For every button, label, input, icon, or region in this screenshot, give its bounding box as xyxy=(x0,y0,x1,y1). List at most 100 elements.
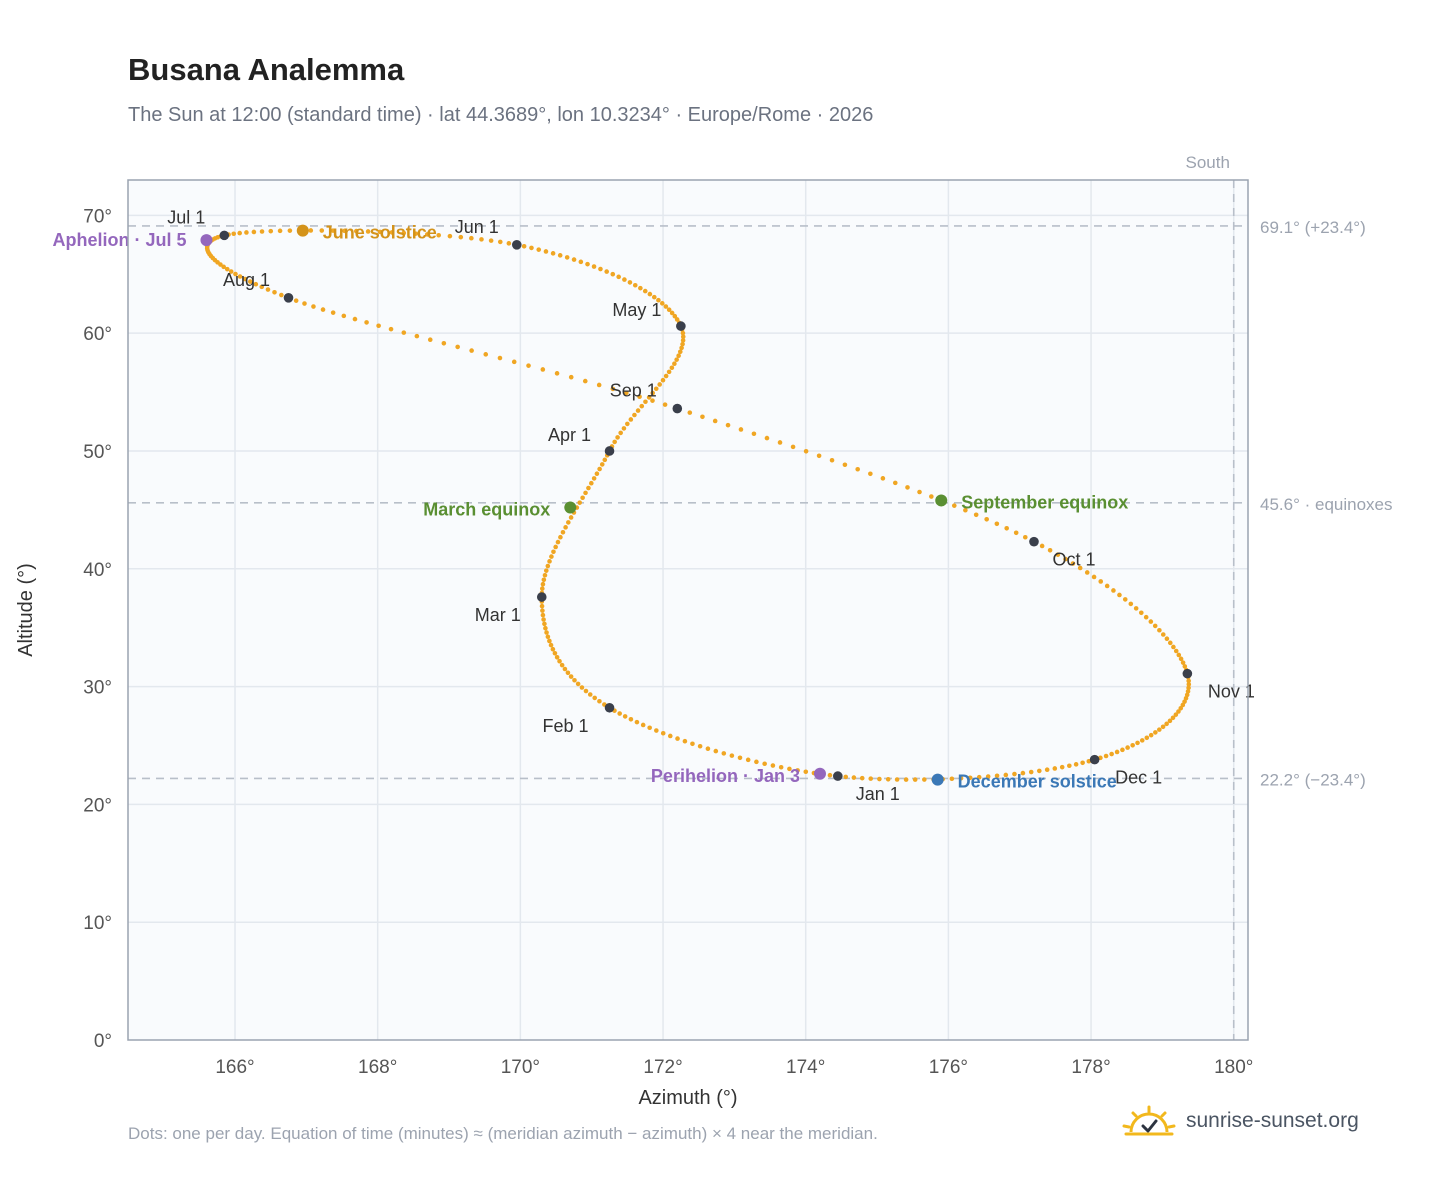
daily-sun-dot xyxy=(1012,771,1017,777)
daily-sun-dot xyxy=(922,777,927,782)
reference-line-label: 22.2° (−23.4°) xyxy=(1260,770,1366,789)
daily-sun-dot xyxy=(745,757,751,763)
month-label: Mar 1 xyxy=(475,605,521,625)
daily-sun-dot xyxy=(540,608,545,613)
daily-sun-dot xyxy=(311,304,316,309)
daily-sun-dot xyxy=(401,330,407,335)
daily-sun-dot xyxy=(540,581,546,587)
daily-sun-dot xyxy=(675,736,680,741)
daily-sun-dot xyxy=(994,773,1000,779)
daily-sun-dot xyxy=(764,435,770,441)
daily-sun-dot xyxy=(903,777,909,782)
daily-sun-dot xyxy=(618,430,623,436)
daily-sun-dot xyxy=(634,719,640,725)
daily-sun-dot xyxy=(737,755,743,761)
y-tick-label: 60° xyxy=(83,324,112,345)
daily-sun-dot xyxy=(963,507,968,513)
daily-sun-dot xyxy=(251,229,257,235)
daily-sun-dot xyxy=(725,422,731,428)
daily-sun-dot xyxy=(639,403,645,409)
x-tick-label: 168° xyxy=(358,1057,397,1078)
x-tick-label: 166° xyxy=(215,1057,254,1078)
daily-sun-dot xyxy=(1039,543,1045,549)
daily-sun-dot xyxy=(663,373,669,379)
y-axis-label: Altitude (°) xyxy=(15,563,37,657)
month-marker xyxy=(833,771,843,781)
reference-lines: 69.1° (+23.4°) 45.6° · equinoxes 22.2° (−2… xyxy=(128,153,1393,1040)
month-marker xyxy=(1182,668,1193,679)
daily-sun-dot xyxy=(700,414,705,420)
daily-sun-dot xyxy=(647,291,653,297)
reference-line-label: 45.6° · equinoxes xyxy=(1260,495,1393,514)
daily-sun-dot xyxy=(268,228,274,234)
daily-sun-dot xyxy=(455,344,460,350)
daily-sun-dot xyxy=(542,621,547,627)
daily-sun-dot xyxy=(637,394,642,400)
daily-sun-dot xyxy=(549,554,554,559)
daily-sun-dot xyxy=(540,612,546,618)
daily-sun-dot xyxy=(905,485,910,490)
daily-sun-dot xyxy=(627,280,633,285)
daily-sun-dot xyxy=(994,521,1000,527)
event-label: December solstice xyxy=(958,772,1117,792)
y-tick-label: 50° xyxy=(83,442,112,463)
reference-line-label: South xyxy=(1186,153,1230,172)
daily-sun-dot xyxy=(1013,530,1019,536)
daily-sun-dot xyxy=(973,512,979,518)
daily-sun-dot xyxy=(1077,565,1083,571)
daily-sun-dot xyxy=(529,245,534,251)
daily-sun-dot xyxy=(259,284,265,290)
daily-sun-dot xyxy=(635,408,641,413)
daily-sun-dot xyxy=(967,775,973,781)
daily-sun-dot xyxy=(1148,732,1154,738)
daily-sun-dot xyxy=(565,670,571,676)
daily-sun-dot xyxy=(237,230,242,236)
daily-sun-dot xyxy=(1130,742,1135,748)
event-label: June solstice xyxy=(323,223,437,243)
daily-sun-dot xyxy=(571,257,577,262)
daily-sun-dot xyxy=(231,231,237,237)
daily-sun-dot xyxy=(548,642,554,648)
x-axis-label: Azimuth (°) xyxy=(638,1087,737,1109)
daily-sun-dot xyxy=(976,774,982,780)
daily-sun-dot xyxy=(579,685,585,690)
daily-sun-dot xyxy=(604,269,609,274)
chart-title: Busana Analemma xyxy=(128,52,405,87)
daily-sun-dot xyxy=(650,398,655,403)
daily-sun-dot xyxy=(1176,709,1181,714)
daily-sun-dot xyxy=(621,426,627,431)
daily-sun-dot xyxy=(1004,526,1009,531)
daily-sun-dot xyxy=(441,340,447,346)
daily-sun-dot xyxy=(553,544,558,550)
daily-sun-dot xyxy=(377,229,383,235)
daily-sun-dot xyxy=(751,431,757,437)
daily-sun-dot xyxy=(1185,689,1191,694)
daily-sun-dot xyxy=(1173,648,1179,654)
daily-sun-dot xyxy=(1084,570,1090,575)
month-marker xyxy=(672,403,683,414)
daily-sun-dot xyxy=(233,271,238,277)
daily-sun-dot xyxy=(1047,548,1053,553)
event-marker xyxy=(813,767,826,780)
daily-sun-dot xyxy=(1170,715,1176,721)
daily-sun-dot xyxy=(622,714,628,719)
daily-sun-dot xyxy=(1067,763,1072,769)
daily-sun-dot xyxy=(596,382,602,388)
daily-sun-dot xyxy=(578,259,584,265)
daily-sun-dot xyxy=(1003,772,1009,778)
daily-sun-dot xyxy=(610,271,616,277)
daily-sun-dot xyxy=(545,563,551,569)
daily-sun-dot xyxy=(591,264,597,269)
daily-sun-dot xyxy=(912,777,918,782)
daily-sun-dot xyxy=(1160,724,1166,730)
event-marker xyxy=(935,494,948,507)
daily-sun-dot xyxy=(680,341,685,347)
daily-sun-dot xyxy=(592,695,598,701)
daily-sun-dot xyxy=(563,525,568,530)
brand[interactable]: sunrise-sunset.org xyxy=(1122,1104,1359,1138)
daily-sun-dot xyxy=(672,313,678,319)
daily-sun-dot xyxy=(1182,664,1188,669)
daily-sun-dot xyxy=(1167,718,1173,724)
daily-sun-dot xyxy=(539,586,545,591)
brand-name[interactable]: sunrise-sunset.org xyxy=(1186,1109,1359,1132)
